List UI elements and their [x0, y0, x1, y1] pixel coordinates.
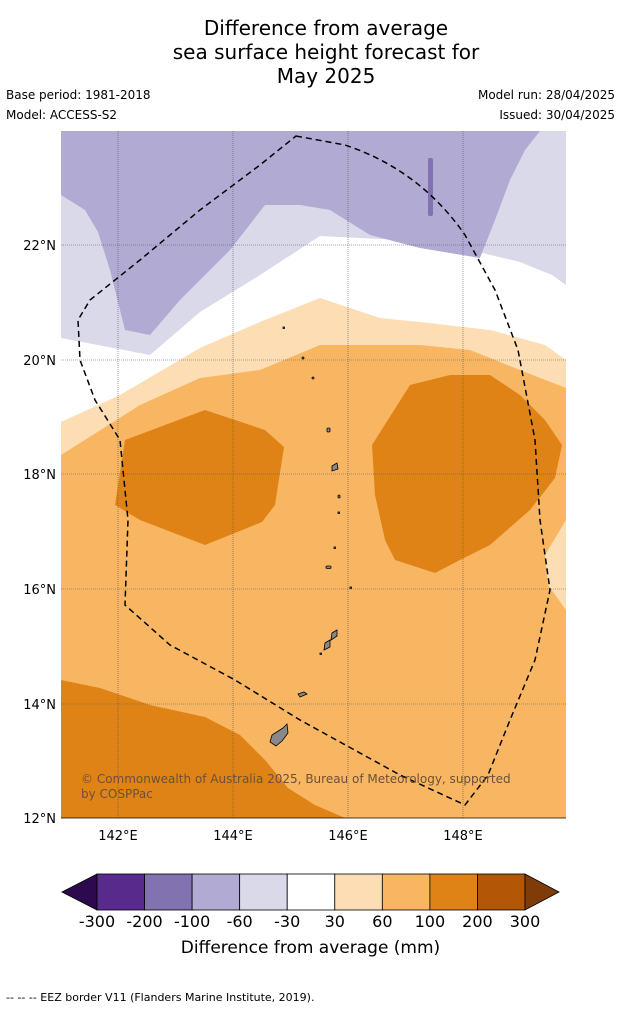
colorbar-tick-label: -100 [173, 912, 211, 931]
island-chain [269, 326, 352, 747]
title-line-1: Difference from average [203, 16, 449, 40]
lat-label: 14°N [23, 698, 56, 713]
colorbar-tick-label: 30 [324, 912, 345, 931]
longitude-labels: 142°E 144°E 146°E 148°E [98, 829, 483, 844]
eez-border [77, 135, 551, 806]
lat-label: 16°N [23, 583, 56, 598]
colorbar-cell [334, 873, 383, 911]
colorbar-tick-label: 100 [414, 912, 446, 931]
lat-label: 18°N [23, 468, 56, 483]
colorbar-cell [286, 873, 336, 911]
colorbar-tick-label: 300 [509, 912, 541, 931]
colorbar-cells [96, 873, 526, 911]
colorbar-cell [144, 873, 193, 911]
lat-label: 12°N [23, 812, 56, 827]
map-title: Difference from average sea surface heig… [0, 16, 621, 88]
colorbar-tick-label: -300 [78, 912, 116, 931]
eez-footnote: -- -- -- EEZ border V11 (Flanders Marine… [6, 991, 315, 1004]
forecast-map: 22°N 20°N 18°N 16°N 14°N 12°N 142°E 144°… [23, 131, 566, 844]
base-period: Base period: 1981-2018 [6, 88, 151, 102]
lon-label: 142°E [98, 829, 138, 844]
gridlines [61, 131, 566, 818]
lon-label: 144°E [213, 829, 253, 844]
colorbar-tick-label: -200 [126, 912, 163, 931]
colorbar-cell [381, 873, 431, 911]
colorbar [61, 873, 560, 911]
latitude-labels: 22°N 20°N 18°N 16°N 14°N 12°N [23, 239, 56, 827]
colorbar-extend-low [61, 873, 98, 911]
colorbar-tick-label: 200 [462, 912, 493, 931]
lat-label: 20°N [23, 354, 56, 369]
colorbar-cell [429, 873, 478, 911]
lon-label: 146°E [328, 829, 368, 844]
title-line-3: May 2025 [276, 64, 376, 88]
anomaly-band-30-60-east [545, 520, 566, 610]
colorbar-label: Difference from average (mm) [180, 938, 441, 958]
colorbar-cell [96, 873, 145, 911]
colorbar-extend-high [524, 873, 560, 911]
anomaly-band-100-200-west [115, 410, 284, 545]
lat-label: 22°N [23, 239, 56, 254]
model-run-date: Model run: 28/04/2025 [477, 88, 615, 102]
title-line-2: sea surface height forecast for [172, 40, 480, 64]
copyright-notice: © Commonwealth of Australia 2025, Bureau… [81, 772, 511, 801]
anomaly-band-neg60-neg100 [61, 131, 540, 335]
colorbar-cell [239, 873, 288, 911]
colorbar-cell [477, 873, 526, 911]
anomaly-band-100-200-southwest [61, 680, 345, 818]
colorbar-cell [191, 873, 241, 911]
colorbar-tick-label: -30 [274, 912, 301, 931]
model-name: Model: ACCESS-S2 [6, 108, 118, 122]
colorbar-tick-label: -60 [226, 912, 253, 931]
colorbar-tick-label: 60 [372, 912, 393, 931]
lon-label: 148°E [443, 829, 483, 844]
anomaly-streak [428, 158, 433, 216]
issued-date: Issued: 30/04/2025 [499, 108, 615, 122]
